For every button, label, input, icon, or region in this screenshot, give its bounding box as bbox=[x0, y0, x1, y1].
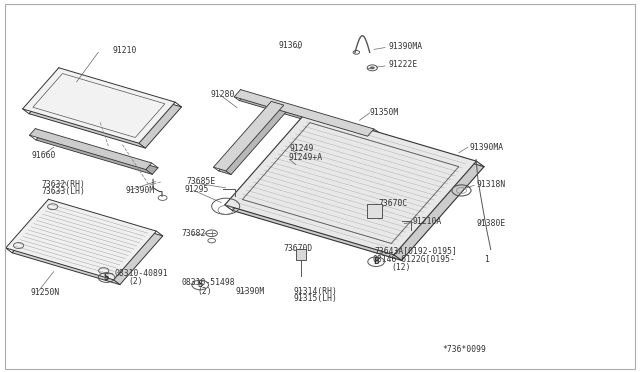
Text: 73670D: 73670D bbox=[283, 244, 312, 253]
Text: S: S bbox=[104, 273, 109, 282]
Text: (2): (2) bbox=[198, 287, 212, 296]
Polygon shape bbox=[234, 90, 374, 136]
Text: 73685E: 73685E bbox=[186, 177, 216, 186]
Polygon shape bbox=[296, 249, 306, 260]
Text: 91318N: 91318N bbox=[476, 180, 506, 189]
Text: 91660: 91660 bbox=[32, 151, 56, 160]
Polygon shape bbox=[218, 105, 289, 174]
Polygon shape bbox=[367, 205, 382, 218]
Polygon shape bbox=[214, 102, 284, 171]
Polygon shape bbox=[239, 93, 379, 140]
Text: 08310-51498: 08310-51498 bbox=[181, 278, 235, 287]
Text: B: B bbox=[373, 257, 379, 266]
Text: 91390MA: 91390MA bbox=[389, 42, 423, 51]
Text: 91315(LH): 91315(LH) bbox=[293, 294, 337, 303]
Text: 91390M: 91390M bbox=[236, 287, 265, 296]
Polygon shape bbox=[22, 68, 175, 143]
Text: 08146-6122G[0195-: 08146-6122G[0195- bbox=[372, 254, 455, 264]
Text: 91314(RH): 91314(RH) bbox=[293, 287, 337, 296]
Polygon shape bbox=[12, 204, 163, 285]
Text: 1: 1 bbox=[484, 254, 489, 264]
Text: 91249+A: 91249+A bbox=[288, 153, 323, 162]
Text: 91390M: 91390M bbox=[125, 186, 155, 195]
Text: (12): (12) bbox=[392, 263, 411, 272]
Text: 91210: 91210 bbox=[113, 46, 137, 55]
Text: 91222E: 91222E bbox=[389, 60, 418, 70]
Text: 91380E: 91380E bbox=[476, 219, 506, 228]
Text: 91210A: 91210A bbox=[412, 217, 442, 225]
Circle shape bbox=[370, 66, 375, 69]
Text: *736*0099: *736*0099 bbox=[442, 345, 486, 354]
Text: 91249: 91249 bbox=[289, 144, 314, 153]
Text: 91360: 91360 bbox=[278, 41, 303, 50]
Text: 73633(LH): 73633(LH) bbox=[42, 187, 85, 196]
Text: 91280: 91280 bbox=[211, 90, 235, 99]
Polygon shape bbox=[6, 199, 156, 280]
Text: 73682: 73682 bbox=[181, 230, 205, 238]
Text: 91295: 91295 bbox=[185, 185, 209, 194]
Text: S: S bbox=[198, 280, 203, 289]
Text: 73670C: 73670C bbox=[379, 199, 408, 208]
Text: 08310-40891: 08310-40891 bbox=[115, 269, 168, 278]
Text: 91250N: 91250N bbox=[30, 288, 60, 297]
Text: (2): (2) bbox=[129, 277, 143, 286]
Polygon shape bbox=[225, 111, 476, 255]
Text: 73643A[0192-0195]: 73643A[0192-0195] bbox=[374, 246, 457, 255]
Polygon shape bbox=[232, 117, 484, 260]
Text: 73632(RH): 73632(RH) bbox=[42, 180, 85, 189]
Text: 91350M: 91350M bbox=[370, 108, 399, 117]
Polygon shape bbox=[36, 134, 158, 174]
Polygon shape bbox=[29, 73, 182, 148]
Text: 91390MA: 91390MA bbox=[470, 143, 504, 152]
Polygon shape bbox=[29, 129, 152, 170]
